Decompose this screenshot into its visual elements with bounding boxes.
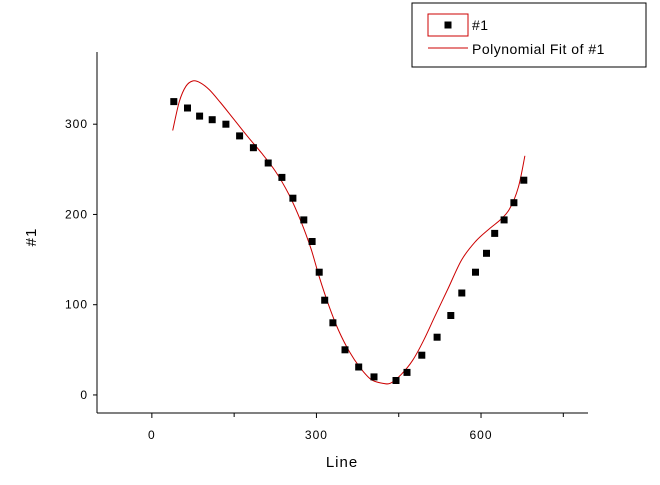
legend-marker-box — [427, 13, 469, 37]
legend-point-marker — [444, 21, 452, 29]
y-tick-label: 300 — [65, 117, 88, 131]
data-point — [278, 173, 286, 181]
data-point — [392, 377, 400, 384]
data-point — [208, 116, 216, 124]
data-point — [300, 216, 308, 224]
data-point — [321, 296, 329, 304]
data-point — [520, 176, 528, 184]
data-point — [355, 363, 363, 371]
legend-label-points: #1 — [472, 17, 489, 33]
fit-line-group — [172, 80, 526, 385]
y-tick-label: 200 — [65, 207, 88, 221]
plot-area: 0 100 200 300 0 300 600 — [65, 52, 588, 442]
data-point — [196, 112, 204, 120]
data-point — [458, 289, 466, 297]
x-ticks: 0 300 600 — [148, 413, 564, 442]
y-tick-label: 0 — [80, 388, 88, 402]
data-point — [184, 104, 191, 112]
x-tick-label: 300 — [305, 428, 328, 442]
data-point — [433, 333, 441, 341]
data-point — [315, 268, 323, 276]
data-point — [329, 319, 337, 327]
data-point — [170, 98, 178, 106]
data-point — [370, 373, 378, 381]
x-tick-label: 600 — [470, 428, 493, 442]
legend-box — [411, 2, 647, 68]
data-point — [472, 268, 479, 276]
legend: #1 Polynomial Fit of #1 — [411, 2, 647, 68]
fit-line — [172, 80, 526, 385]
data-point — [510, 199, 518, 207]
data-point — [491, 229, 499, 237]
y-ticks: 0 100 200 300 — [65, 117, 97, 402]
data-point — [249, 144, 257, 152]
data-point — [264, 159, 272, 167]
y-axis-title: #1 — [23, 228, 40, 247]
data-point — [222, 120, 230, 128]
y-tick-label: 100 — [65, 298, 88, 312]
x-axis-title: Line — [326, 454, 358, 471]
x-tick-label: 0 — [148, 428, 156, 442]
data-point — [308, 238, 316, 245]
points-group — [170, 98, 528, 384]
data-point — [403, 368, 411, 376]
legend-label-fit: Polynomial Fit of #1 — [472, 41, 605, 57]
data-point — [418, 351, 426, 359]
data-point — [483, 249, 490, 257]
data-point — [447, 312, 455, 319]
data-point — [236, 132, 244, 140]
data-point — [500, 216, 508, 224]
data-point — [289, 194, 297, 202]
data-point — [341, 346, 349, 354]
